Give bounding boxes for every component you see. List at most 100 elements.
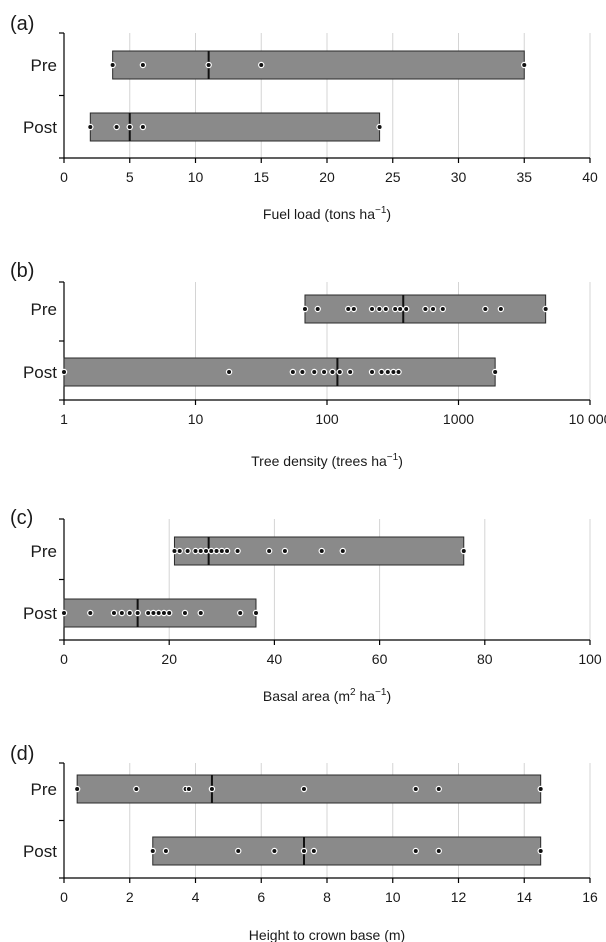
data-point [225,368,233,376]
data-point [299,368,306,376]
data-point [350,305,358,313]
data-point [384,368,392,376]
x-tick-label: 5 [126,169,134,185]
data-point [482,305,489,313]
data-point [537,847,544,855]
panel-a: 0 5 10 15 20 25 30 35 40 (a) Fuel load (tons ha−1)… [10,13,598,222]
x-tick-label: 12 [451,889,467,905]
category-label-post: Post [23,842,57,861]
data-point [537,785,544,793]
data-point [310,847,318,855]
data-point [339,547,346,555]
data-point [368,368,376,376]
data-point [435,785,442,793]
data-point [368,305,376,313]
data-point [435,847,442,855]
data-point [320,368,328,376]
data-point [252,609,260,617]
data-point [460,547,467,555]
data-point [60,368,68,376]
data-point [160,609,168,617]
x-tick-label: 16 [582,889,598,905]
data-point [165,609,173,617]
data-point [429,305,437,313]
data-point [223,547,231,555]
data-point [281,547,289,555]
panel-b: 1 10 100 1000 10 000 (b) Tree density (trees h… [10,260,606,469]
panel-label: (a) [10,13,34,35]
data-point [133,785,140,793]
data-point [73,785,81,793]
category-label-pre: Pre [31,300,57,319]
x-tick-label: 2 [126,889,134,905]
x-tick-label: 14 [516,889,532,905]
x-tick-label: 6 [257,889,265,905]
data-point [289,368,297,376]
x-tick-label: 10 000 [569,411,606,427]
data-point [422,305,429,313]
x-axis-label: Fuel load (tons ha−1) [263,205,391,222]
x-tick-label: 0 [60,889,68,905]
range-bar-post [63,357,496,387]
data-point [139,61,147,69]
data-point [329,368,336,376]
x-tick-label: 100 [578,651,602,667]
x-tick-label: 100 [315,411,339,427]
x-tick-label: 8 [323,889,331,905]
x-tick-label: 1000 [443,411,474,427]
data-point [155,609,162,617]
data-point [171,547,178,555]
category-label-post: Post [23,604,57,623]
data-point [197,609,204,617]
data-point [314,305,321,313]
data-point [118,609,126,617]
data-point [271,847,278,855]
x-tick-label: 35 [516,169,532,185]
panel-label: (c) [10,507,33,529]
data-point [235,847,242,855]
data-point [521,61,528,69]
data-point [395,368,402,376]
data-point [208,547,215,555]
category-label-pre: Pre [31,780,57,799]
data-point [185,785,193,793]
x-tick-label: 25 [385,169,401,185]
data-point [396,305,404,313]
data-point [402,305,410,313]
data-point [162,847,170,855]
data-point [60,609,68,617]
x-tick-label: 0 [60,169,68,185]
data-point [134,609,141,617]
data-point [184,547,191,555]
x-tick-label: 20 [161,651,177,667]
range-bar-pre [112,50,525,80]
data-point [126,123,133,131]
data-point [218,547,225,555]
category-label-pre: Pre [31,56,57,75]
x-tick-label: 1 [60,411,68,427]
x-tick-label: 0 [60,651,68,667]
range-bar-post [89,112,381,142]
panel-label: (d) [10,743,34,765]
data-point [197,547,204,555]
data-point [208,785,216,793]
x-tick-label: 20 [319,169,335,185]
data-point [234,547,241,555]
data-point [542,305,549,313]
data-point [301,305,309,313]
x-tick-label: 10 [188,169,204,185]
data-point [126,609,133,617]
data-point [311,368,318,376]
data-point [202,547,210,555]
panel-label: (b) [10,260,34,282]
x-axis-label: Tree density (trees ha−1) [251,452,403,469]
data-point [258,61,265,69]
category-label-pre: Pre [31,542,57,561]
data-point [205,61,212,69]
data-point [237,609,244,617]
x-tick-label: 15 [253,169,269,185]
data-point [346,368,354,376]
data-point [412,847,419,855]
data-point [345,305,352,313]
